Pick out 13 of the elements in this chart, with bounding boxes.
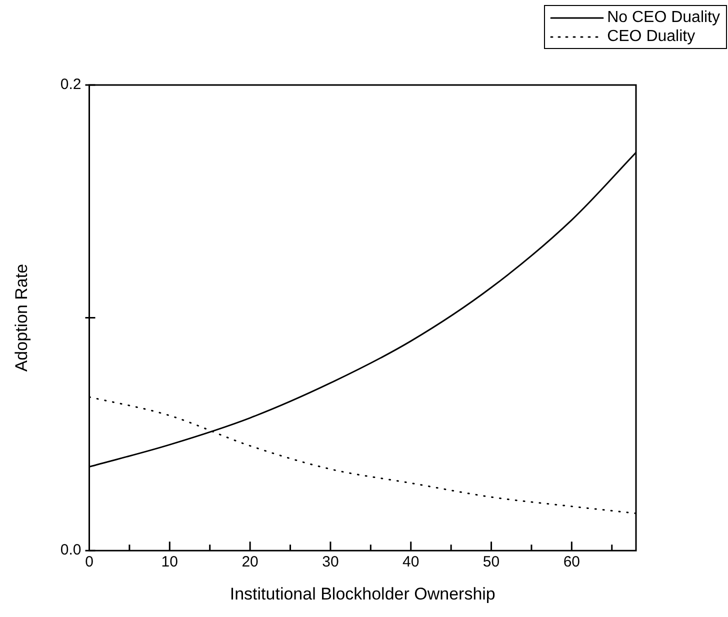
legend-label: CEO Duality (607, 27, 696, 46)
y-tick-label: 0.0 (60, 542, 82, 559)
x-tick-label: 50 (482, 554, 500, 571)
y-axis-title: Adoption Rate (12, 264, 31, 372)
x-tick-label: 0 (85, 554, 94, 571)
x-tick-label: 30 (322, 554, 339, 571)
x-tick-label: 40 (402, 554, 420, 571)
x-axis-title: Institutional Blockholder Ownership (230, 584, 496, 604)
y-tick-label: 0.2 (60, 76, 82, 94)
x-tick-label: 10 (161, 554, 178, 571)
legend-label: No CEO Duality (607, 8, 720, 27)
x-tick-label: 60 (563, 554, 580, 571)
x-tick-label: 20 (242, 554, 258, 571)
